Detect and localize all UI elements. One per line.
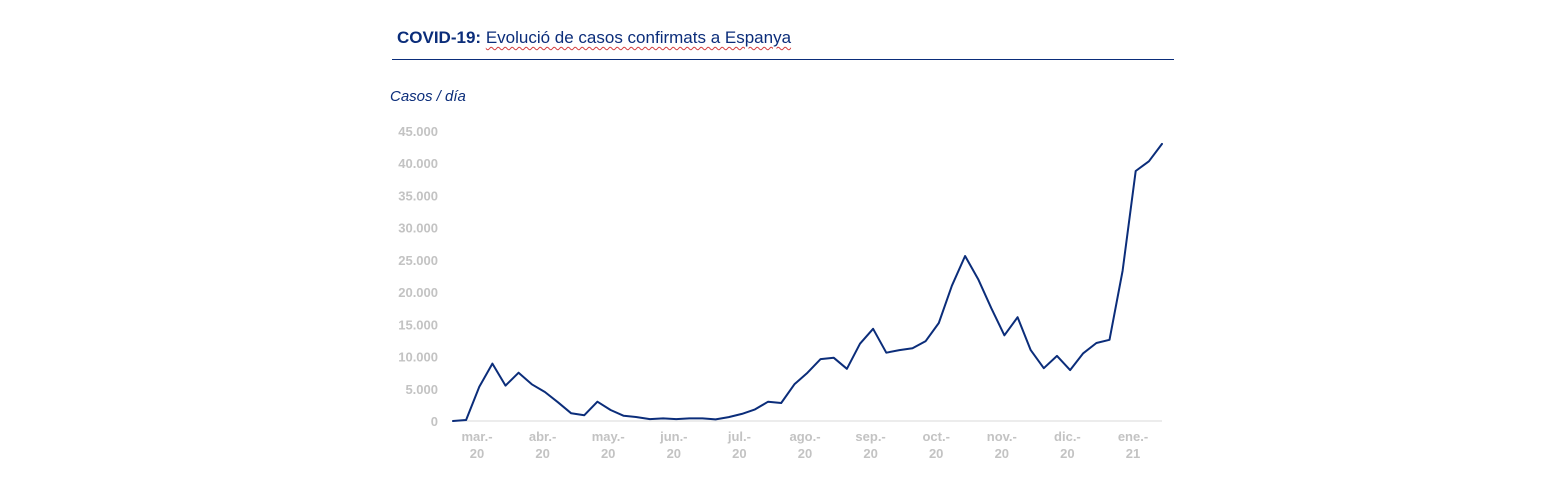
y-tick-label: 20.000 xyxy=(398,285,438,300)
y-tick-label: 0 xyxy=(431,414,438,429)
x-tick-label: oct.-20 xyxy=(922,429,949,461)
y-tick-label: 15.000 xyxy=(398,317,438,332)
y-axis: 0 5.000 10.000 15.000 20.000 25.000 30.000 35.0… xyxy=(398,124,438,429)
x-axis: mar.-20 abr.-20 may.-20 jun.-20 jul.-20 ago.-… xyxy=(453,420,1162,461)
y-tick-label: 40.000 xyxy=(398,156,438,171)
y-tick-label: 30.000 xyxy=(398,221,438,236)
x-tick-label: ene.-21 xyxy=(1118,429,1148,461)
x-tick-label: dic.-20 xyxy=(1054,429,1081,461)
y-tick-label: 45.000 xyxy=(398,124,438,139)
x-tick-label: may.-20 xyxy=(592,429,625,461)
title-divider xyxy=(392,59,1174,60)
y-tick-label: 25.000 xyxy=(398,253,438,268)
x-tick-label: nov.-20 xyxy=(987,429,1017,461)
y-tick-label: 10.000 xyxy=(398,350,438,365)
y-tick-label: 5.000 xyxy=(405,382,438,397)
chart-title-bold: COVID-19: xyxy=(397,28,482,47)
x-tick-label: sep.-20 xyxy=(855,429,885,461)
x-tick-label: mar.-20 xyxy=(461,429,492,461)
series-group xyxy=(452,142,1163,422)
chart-title: COVID-19: Evolució de casos confirmats a… xyxy=(397,28,791,48)
x-tick-label: jun.-20 xyxy=(659,429,687,461)
x-tick-label: ago.-20 xyxy=(789,429,820,461)
chart-title-subtitle: Evolució de casos confirmats a Espanya xyxy=(485,28,792,47)
series-line xyxy=(452,142,1163,422)
y-tick-label: 35.000 xyxy=(398,188,438,203)
x-tick-label: abr.-20 xyxy=(529,429,556,461)
x-tick-label: jul.-20 xyxy=(727,429,751,461)
y-axis-label: Casos / día xyxy=(390,88,466,105)
